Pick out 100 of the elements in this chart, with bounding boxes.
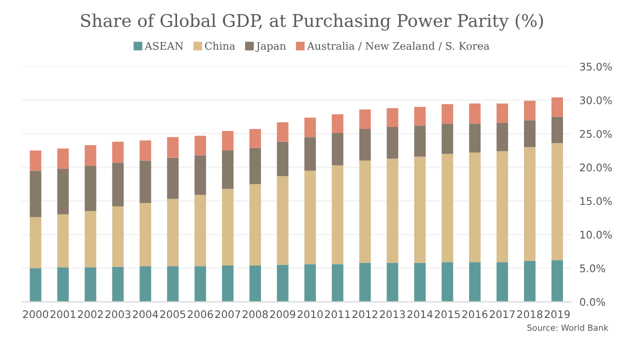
y-tick-label: 25.0% [580,130,612,138]
bar [442,104,454,124]
bar [332,264,344,302]
bar [304,264,316,302]
bar [167,137,179,158]
x-tick-label: 2005 [160,310,186,318]
bar [496,262,508,302]
bar [442,262,454,302]
x-tick-label: 2008 [242,310,268,318]
x-tick-label: 2006 [188,310,213,318]
bar [551,143,563,260]
x-tick-label: 2011 [325,310,350,318]
x-tick-label: 2003 [105,310,130,318]
bar [442,124,454,154]
x-tick-label: 2016 [462,310,488,318]
bar [551,260,563,302]
x-tick-label: 2002 [78,310,103,318]
bar [524,260,536,302]
bar [304,137,316,171]
bar [167,266,179,302]
bar [112,206,124,267]
bar [386,108,398,127]
bar [496,122,508,152]
bar [30,150,42,171]
bar [57,268,69,302]
bar [222,150,234,189]
y-tick-label: 30.0% [580,96,612,104]
bar [57,148,69,169]
bar [194,266,206,302]
bar [140,202,152,266]
bar [222,131,234,151]
bar [524,100,536,120]
bar [112,142,124,163]
legend-label: China [205,42,236,50]
x-tick-label: 2010 [298,310,323,318]
y-tick-label: 35.0% [580,62,612,71]
bar [442,154,454,262]
bar [414,262,426,302]
y-tick-label: 0.0% [580,298,606,306]
x-tick-label: 2009 [270,310,296,318]
bar [332,114,344,134]
bar [276,264,288,302]
bar [249,129,261,148]
y-tick-label: 15.0% [580,197,612,206]
bar [524,120,536,148]
legend-label: Japan [255,42,286,52]
y-tick-label: 10.0% [580,230,612,239]
bar [469,124,481,153]
bar [496,151,508,262]
bar [551,116,563,144]
bar [57,214,69,268]
bar [386,158,398,263]
bar [469,152,481,262]
bar [276,122,288,142]
bar [112,162,124,206]
y-tick-label: 5.0% [580,264,606,272]
bar [276,142,288,176]
bar [304,170,316,264]
x-tick-label: 2014 [407,310,433,318]
bar [332,133,344,166]
x-tick-label: 2019 [544,310,570,318]
bar [84,211,96,268]
bar [359,110,371,130]
bar [112,266,124,302]
x-tick-label: 2001 [50,310,76,318]
x-tick-label: 2004 [132,310,158,318]
legend-label: Australia / New Zealand / S. Korea [306,42,490,51]
bar [84,166,96,212]
bar [167,198,179,266]
bar [167,158,179,199]
bar [194,136,206,156]
bar [386,262,398,302]
bar [414,106,426,126]
x-tick-label: 2017 [490,310,515,318]
bar [30,217,42,268]
bar [469,103,481,124]
y-tick-label: 20.0% [580,164,612,172]
bar [249,148,261,184]
x-tick-label: 2015 [434,310,460,318]
bar [551,97,563,117]
bar [359,160,371,263]
x-tick-label: 2013 [380,310,405,318]
bar [84,145,96,166]
source-note: Source: World Bank [527,324,608,331]
bar [414,156,426,263]
bar [140,266,152,302]
bar [359,262,371,302]
bar [57,168,69,214]
bar [249,184,261,266]
bar [84,268,96,302]
x-tick-label: 2018 [517,310,542,318]
bar [359,129,371,161]
chart-title: Share of Global GDP, at Purchasing Power Parity (%) [81,14,543,31]
bar [332,165,344,264]
bar [276,176,288,265]
x-tick-label: 2007 [215,310,240,318]
bar [469,262,481,302]
bar [30,170,42,218]
bar [414,126,426,157]
bar [524,147,536,261]
